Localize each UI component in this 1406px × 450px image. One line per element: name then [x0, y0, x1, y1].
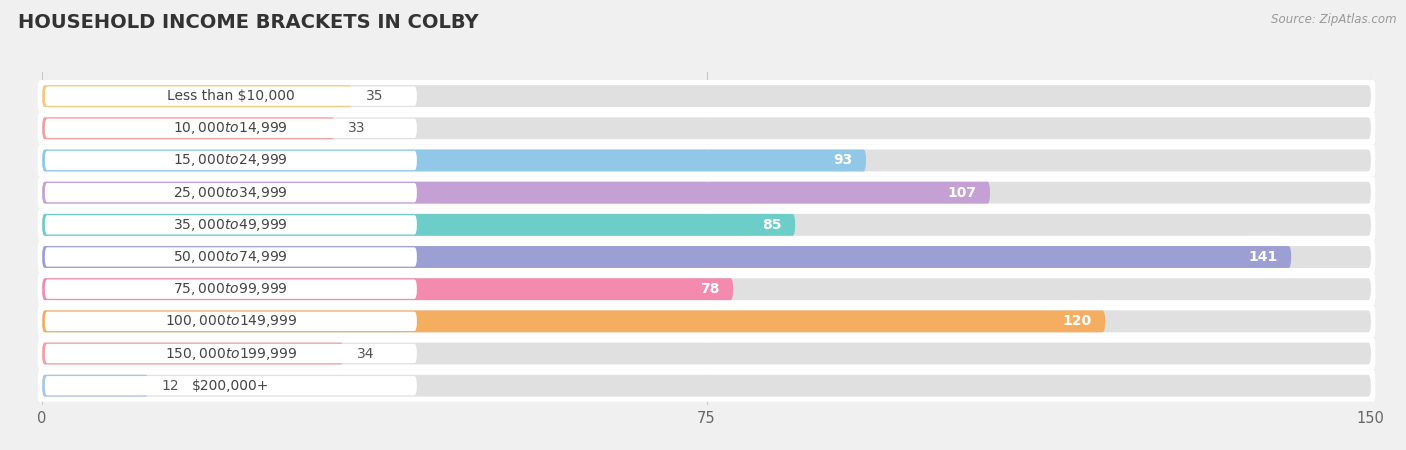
Text: 78: 78 — [700, 282, 720, 296]
FancyBboxPatch shape — [45, 248, 416, 267]
Text: Less than $10,000: Less than $10,000 — [167, 89, 295, 103]
FancyBboxPatch shape — [42, 214, 1371, 236]
FancyBboxPatch shape — [42, 149, 866, 171]
FancyBboxPatch shape — [38, 176, 1375, 209]
Text: 35: 35 — [366, 89, 382, 103]
FancyBboxPatch shape — [45, 312, 416, 331]
Text: 141: 141 — [1249, 250, 1278, 264]
FancyBboxPatch shape — [38, 144, 1375, 176]
Text: 85: 85 — [762, 218, 782, 232]
FancyBboxPatch shape — [42, 375, 1371, 396]
FancyBboxPatch shape — [42, 310, 1105, 332]
FancyBboxPatch shape — [42, 278, 1371, 300]
FancyBboxPatch shape — [38, 209, 1375, 241]
FancyBboxPatch shape — [45, 86, 416, 106]
Text: $200,000+: $200,000+ — [193, 379, 270, 393]
FancyBboxPatch shape — [42, 182, 1371, 203]
Text: $100,000 to $149,999: $100,000 to $149,999 — [165, 313, 297, 329]
Text: 34: 34 — [357, 346, 374, 360]
FancyBboxPatch shape — [42, 182, 990, 203]
Text: $75,000 to $99,999: $75,000 to $99,999 — [173, 281, 288, 297]
FancyBboxPatch shape — [42, 214, 794, 236]
FancyBboxPatch shape — [42, 117, 1371, 139]
FancyBboxPatch shape — [42, 246, 1371, 268]
Text: $10,000 to $14,999: $10,000 to $14,999 — [173, 120, 288, 136]
Text: $25,000 to $34,999: $25,000 to $34,999 — [173, 184, 288, 201]
FancyBboxPatch shape — [42, 278, 733, 300]
Text: 120: 120 — [1063, 315, 1092, 328]
Text: $50,000 to $74,999: $50,000 to $74,999 — [173, 249, 288, 265]
Text: 33: 33 — [347, 122, 366, 135]
Text: 93: 93 — [834, 153, 852, 167]
FancyBboxPatch shape — [38, 112, 1375, 144]
FancyBboxPatch shape — [38, 369, 1375, 402]
FancyBboxPatch shape — [45, 119, 416, 138]
FancyBboxPatch shape — [42, 117, 335, 139]
Text: $35,000 to $49,999: $35,000 to $49,999 — [173, 217, 288, 233]
FancyBboxPatch shape — [42, 149, 1371, 171]
FancyBboxPatch shape — [42, 342, 343, 364]
FancyBboxPatch shape — [45, 376, 416, 396]
FancyBboxPatch shape — [42, 375, 149, 396]
FancyBboxPatch shape — [38, 80, 1375, 112]
Text: 12: 12 — [162, 379, 180, 393]
Text: HOUSEHOLD INCOME BRACKETS IN COLBY: HOUSEHOLD INCOME BRACKETS IN COLBY — [18, 14, 479, 32]
FancyBboxPatch shape — [38, 305, 1375, 338]
FancyBboxPatch shape — [45, 183, 416, 202]
FancyBboxPatch shape — [45, 151, 416, 170]
FancyBboxPatch shape — [45, 279, 416, 299]
FancyBboxPatch shape — [38, 338, 1375, 369]
Text: Source: ZipAtlas.com: Source: ZipAtlas.com — [1271, 14, 1396, 27]
FancyBboxPatch shape — [38, 273, 1375, 305]
FancyBboxPatch shape — [42, 342, 1371, 364]
FancyBboxPatch shape — [45, 215, 416, 234]
FancyBboxPatch shape — [45, 344, 416, 363]
FancyBboxPatch shape — [42, 246, 1291, 268]
FancyBboxPatch shape — [38, 241, 1375, 273]
Text: $15,000 to $24,999: $15,000 to $24,999 — [173, 153, 288, 168]
FancyBboxPatch shape — [42, 85, 352, 107]
Text: 107: 107 — [948, 186, 977, 200]
FancyBboxPatch shape — [42, 85, 1371, 107]
FancyBboxPatch shape — [42, 310, 1371, 332]
Text: $150,000 to $199,999: $150,000 to $199,999 — [165, 346, 297, 361]
